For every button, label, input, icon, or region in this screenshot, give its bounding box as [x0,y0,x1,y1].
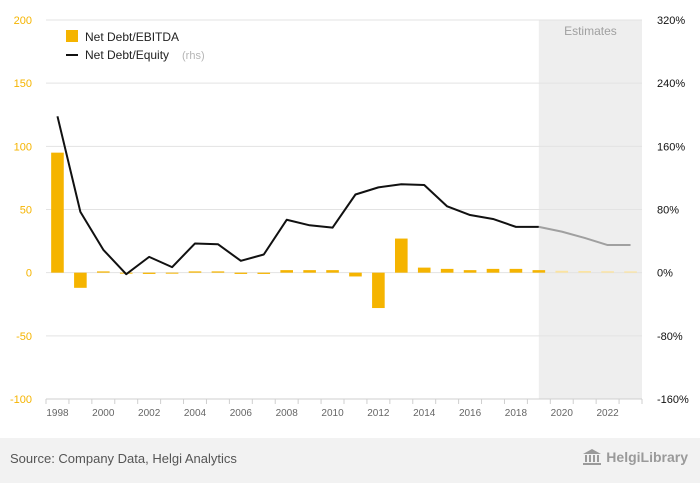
right-tick-label: 80% [657,205,679,217]
bar-series-net-debt-ebitda [51,152,637,309]
source-note: Source: Company Data, Helgi Analytics [10,451,237,466]
bar [440,268,454,273]
bar [51,152,64,273]
bar [188,271,202,273]
legend-line-label: Net Debt/Equity [85,48,169,62]
bar [417,267,431,273]
bar [463,270,477,273]
right-tick-label: 240% [657,78,685,90]
x-tick-label: 2002 [138,408,161,419]
left-tick-label: -100 [10,394,32,406]
x-tick-label: 2004 [184,408,207,419]
x-tick-label: 2014 [413,408,436,419]
right-axis-ticks: -160% -80% 0% 80% 160% 240% 320% [657,15,689,406]
bar [234,272,248,274]
x-tick-label: 2018 [505,408,528,419]
estimates-label: Estimates [564,24,617,38]
footer: Source: Company Data, Helgi Analytics He… [0,438,700,483]
x-tick-label: 2016 [459,408,482,419]
right-tick-label: -80% [657,331,683,343]
brand-name: HelgiLibrary [606,449,688,465]
brand-logo: HelgiLibrary [582,448,688,466]
bar [257,272,271,274]
left-tick-label: -50 [16,331,32,343]
x-tick-label: 2006 [230,408,253,419]
left-tick-label: 50 [20,205,32,217]
legend-bar-label: Net Debt/EBITDA [85,30,179,44]
bar [509,268,523,273]
bar [349,272,362,277]
bar [624,271,637,273]
left-tick-label: 200 [14,15,32,27]
left-axis-ticks: -100 -50 0 50 100 150 200 [10,15,32,406]
bar [372,272,385,309]
legend: Net Debt/EBITDA Net Debt/Equity (rhs) [66,30,205,62]
chart: Estimates -100 -50 0 50 100 150 200 -160% -80% 0… [10,15,689,419]
x-tick-label: 2020 [551,408,574,419]
right-tick-label: 320% [657,15,685,27]
library-building-icon [583,449,602,465]
bar [165,272,179,274]
bar [486,268,500,273]
bar [326,270,339,273]
right-tick-label: -160% [657,394,689,406]
legend-rhs-suffix: (rhs) [182,50,205,62]
bar [74,272,87,288]
right-tick-label: 0% [657,268,673,280]
bar [395,238,408,273]
x-axis: 1998 2000 2002 2004 2006 2008 2010 2012 2014 2016… [45,398,643,419]
bar [142,272,156,274]
bar [211,271,225,273]
x-tick-label: 2010 [321,408,344,419]
x-tick-label: 2012 [367,408,390,419]
legend-bar-swatch [66,30,78,42]
line-estimate [538,225,631,247]
x-tick-label: 2008 [276,408,299,419]
x-tick-label: 2000 [92,408,115,419]
bar [280,270,293,273]
line-series-net-debt-equity [56,116,631,276]
bar [555,270,569,273]
left-tick-label: 0 [26,268,32,280]
bar [303,270,316,273]
bar [601,271,614,273]
line-actual [56,116,539,276]
x-tick-label: 1998 [46,408,69,419]
x-tick-label: 2022 [596,408,619,419]
right-tick-label: 160% [657,141,685,153]
left-tick-label: 150 [14,78,32,90]
bar [532,270,546,273]
bar [97,271,110,273]
left-tick-label: 100 [14,141,32,153]
bar [578,271,591,273]
